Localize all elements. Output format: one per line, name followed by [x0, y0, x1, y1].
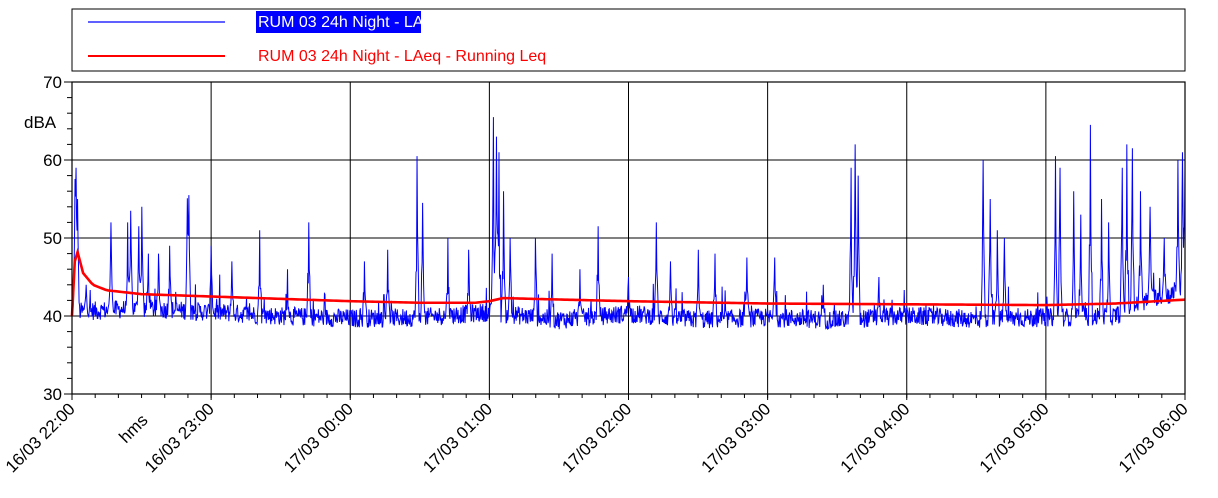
y-tick-labels: 30 40 50 60 70: [43, 73, 62, 404]
y-axis-label: dBA: [24, 113, 57, 132]
y-tick-label: 40: [43, 307, 62, 326]
legend: RUM 03 24h Night - LAeq RUM 03 24h Night…: [71, 8, 1186, 72]
legend-label-laeq: RUM 03 24h Night - LAeq: [258, 14, 441, 31]
y-minor-ticks: [64, 81, 1186, 398]
legend-highlight: [256, 11, 421, 33]
y-tick-label: 70: [43, 73, 62, 92]
x-tick-label: 17/03 06:00: [1115, 399, 1192, 476]
x-tick-label: 17/03 04:00: [837, 399, 914, 476]
x-tick-label: 17/03 00:00: [280, 399, 357, 476]
y-tick-label: 50: [43, 229, 62, 248]
x-tick-label: 16/03 22:00: [2, 399, 79, 476]
x-tick-label: 17/03 03:00: [698, 399, 775, 476]
plot-frame: [71, 81, 1186, 395]
series-running-leq-line: [70, 247, 1186, 317]
x-tick-labels: 16/03 22:00 16/03 23:00 17/03 00:00 17/03 0…: [2, 399, 1192, 476]
y-tick-label: 60: [43, 151, 62, 170]
x-tick-label: 17/03 01:00: [419, 399, 496, 476]
x-tick-label: 17/03 05:00: [976, 399, 1053, 476]
x-tick-label: 17/03 02:00: [558, 399, 635, 476]
legend-label-running-leq: RUM 03 24h Night - LAeq - Running Leq: [258, 48, 546, 65]
series-laeq-line: [71, 117, 1186, 330]
legend-box: [71, 8, 1186, 72]
y-tick-label: 30: [43, 385, 62, 404]
x-axis-label: hms: [115, 411, 151, 447]
x-tick-label: 16/03 23:00: [141, 399, 218, 476]
